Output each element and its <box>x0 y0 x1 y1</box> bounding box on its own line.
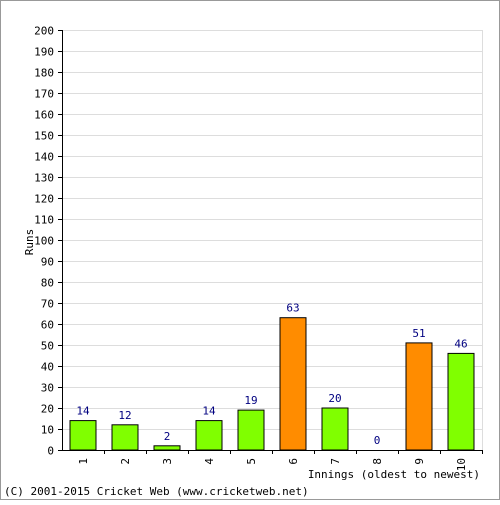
data-label: 14 <box>202 405 216 418</box>
y-tick-label: 60 <box>41 319 54 332</box>
data-label: 51 <box>412 327 425 340</box>
data-labels: 14 12 2 14 19 63 20 0 51 46 <box>76 302 467 447</box>
y-tick-label: 50 <box>41 340 54 353</box>
bar <box>69 420 97 451</box>
y-tick-label: 190 <box>34 46 54 59</box>
y-tick-labels: 0 10 20 30 40 50 60 70 80 90 100 110 120 130 140 150 160… <box>34 25 54 458</box>
data-label: 14 <box>76 405 90 418</box>
y-tick-label: 30 <box>41 382 54 395</box>
y-tick-label: 130 <box>34 172 54 185</box>
y-tick-label: 10 <box>41 424 54 437</box>
y-tick-label: 120 <box>34 193 54 206</box>
bar <box>153 445 181 451</box>
y-tick-label: 110 <box>34 214 54 227</box>
y-tick-label: 140 <box>34 151 54 164</box>
bar <box>237 409 265 451</box>
bar <box>279 317 307 451</box>
x-tick-label: 6 <box>287 458 300 465</box>
data-label: 2 <box>164 430 171 443</box>
bar <box>405 342 433 451</box>
x-tick-label: 1 <box>77 458 90 465</box>
y-tick-label: 160 <box>34 109 54 122</box>
data-label: 63 <box>286 302 299 315</box>
y-tick-label: 0 <box>47 445 54 458</box>
x-tick-label: 8 <box>371 458 384 465</box>
bar <box>111 424 139 451</box>
x-tick-label: 5 <box>245 458 258 465</box>
x-tick-label: 3 <box>161 458 174 465</box>
copyright-text: (C) 2001-2015 Cricket Web (www.cricketwe… <box>4 485 309 498</box>
y-tick-label: 20 <box>41 403 54 416</box>
x-tick-label: 7 <box>329 458 342 465</box>
bar <box>195 420 223 451</box>
y-tick-label: 70 <box>41 298 54 311</box>
y-tick-label: 170 <box>34 88 54 101</box>
y-tick-label: 200 <box>34 25 54 38</box>
y-tick-label: 150 <box>34 130 54 143</box>
y-tick-label: 180 <box>34 67 54 80</box>
bar <box>321 407 349 451</box>
bar <box>447 352 475 451</box>
axes <box>58 30 483 454</box>
data-label: 12 <box>118 409 131 422</box>
data-label: 0 <box>374 434 381 447</box>
y-tick-label: 90 <box>41 256 54 269</box>
x-tick-label: 9 <box>413 458 426 465</box>
data-label: 19 <box>244 394 257 407</box>
x-tick-label: 4 <box>203 458 216 465</box>
data-label: 46 <box>454 337 467 350</box>
x-tick-label: 2 <box>119 458 132 465</box>
x-tick-label: 10 <box>455 458 468 471</box>
bars <box>69 317 475 451</box>
y-tick-label: 40 <box>41 361 54 374</box>
y-axis-label: Runs <box>23 229 36 256</box>
x-axis-label: Innings (oldest to newest) <box>308 468 480 481</box>
data-label: 20 <box>328 392 341 405</box>
y-tick-label: 100 <box>34 235 54 248</box>
y-tick-label: 80 <box>41 277 54 290</box>
x-tick-labels: 1 2 3 4 5 6 7 8 9 10 <box>77 458 468 472</box>
